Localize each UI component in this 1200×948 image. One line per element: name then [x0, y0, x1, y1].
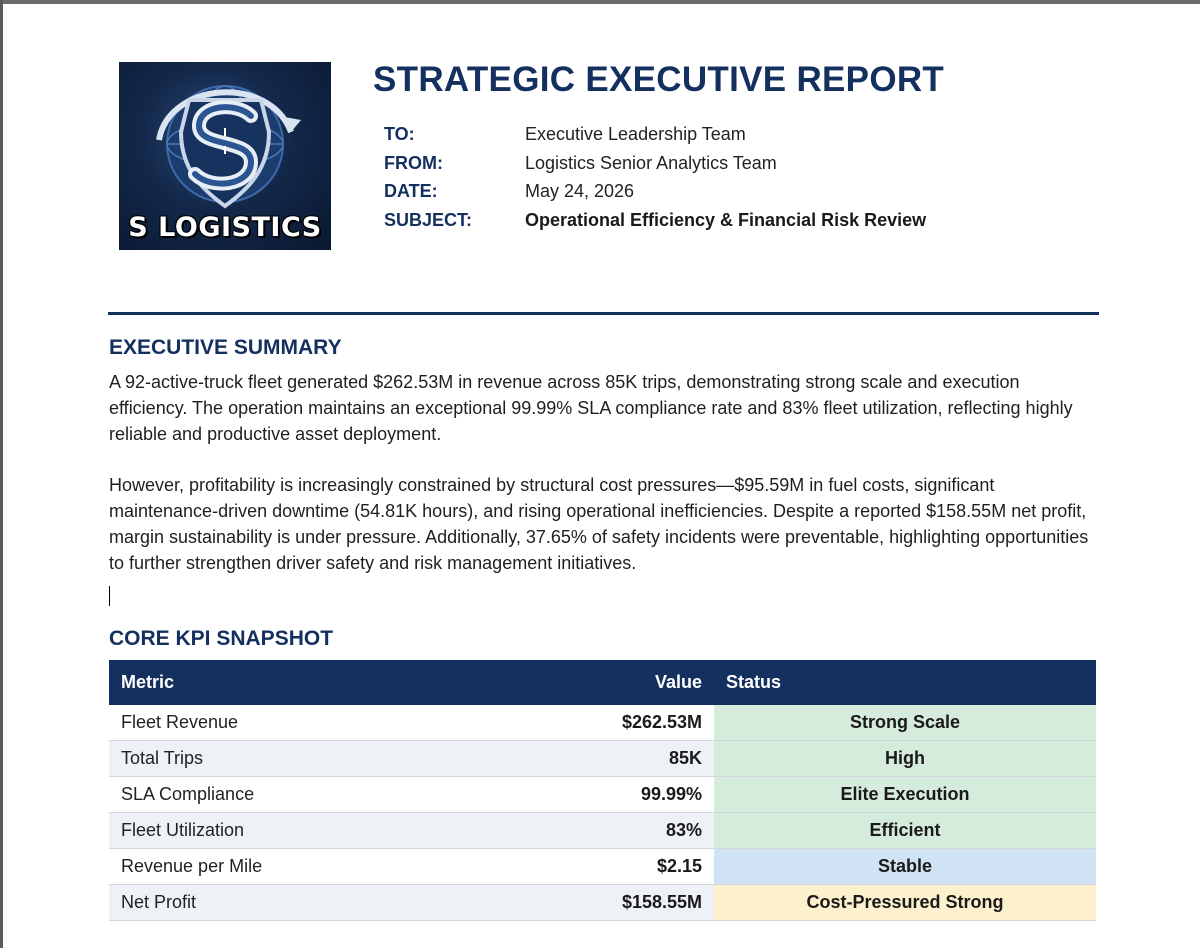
- value-cell: 99.99%: [574, 776, 714, 813]
- value-cell: $2.15: [574, 848, 714, 885]
- status-badge: Elite Execution: [714, 776, 1096, 813]
- table-row: Fleet Utilization 83% Efficient: [109, 812, 1096, 849]
- table-row: SLA Compliance 99.99% Elite Execution: [109, 776, 1096, 813]
- table-row: Fleet Revenue $262.53M Strong Scale: [109, 705, 1096, 741]
- summary-paragraph-1: A 92-active-truck fleet generated $262.5…: [109, 372, 1073, 444]
- summary-paragraph-2: However, profitability is increasingly c…: [109, 475, 1089, 573]
- kpi-table-body: Fleet Revenue $262.53M Strong Scale Total T…: [109, 705, 1096, 921]
- value-cell: $262.53M: [574, 705, 714, 741]
- status-badge: Strong Scale: [714, 705, 1096, 741]
- table-row: Total Trips 85K High: [109, 740, 1096, 777]
- memo-value: Operational Efficiency & Financial Risk …: [525, 210, 927, 230]
- column-header-metric: Metric: [109, 660, 574, 705]
- metric-cell: Net Profit: [109, 884, 574, 921]
- table-row: Revenue per Mile $2.15 Stable: [109, 848, 1096, 885]
- status-badge: High: [714, 740, 1096, 777]
- report-title: STRATEGIC EXECUTIVE REPORT: [373, 60, 945, 99]
- window-left-edge: [0, 0, 3, 948]
- status-badge: Stable: [714, 848, 1096, 885]
- s-logistics-shield-icon: [156, 85, 301, 209]
- table-row: Net Profit $158.55M Cost-Pressured Strong: [109, 884, 1096, 921]
- metric-cell: Total Trips: [109, 740, 574, 777]
- memo-label: DATE:: [384, 181, 438, 201]
- window-top-edge: [0, 0, 1200, 4]
- metric-cell: Revenue per Mile: [109, 848, 574, 885]
- text-cursor: [109, 586, 110, 606]
- value-cell: 85K: [574, 740, 714, 777]
- metric-cell: Fleet Utilization: [109, 812, 574, 849]
- memo-value: Logistics Senior Analytics Team: [525, 153, 777, 173]
- value-cell: $158.55M: [574, 884, 714, 921]
- header-divider: [108, 312, 1099, 315]
- kpi-table: Metric Value Status Fleet Revenue $262.53…: [109, 660, 1096, 921]
- value-cell: 83%: [574, 812, 714, 849]
- column-header-value: Value: [574, 660, 714, 705]
- logo-wordmark: S LOGISTICS: [128, 212, 322, 243]
- memo-label: FROM:: [384, 153, 443, 173]
- memo-value: Executive Leadership Team: [525, 124, 746, 144]
- kpi-table-header: Metric Value Status: [109, 660, 1096, 705]
- kpi-snapshot-heading: CORE KPI SNAPSHOT: [109, 627, 334, 650]
- status-badge: Efficient: [714, 812, 1096, 849]
- executive-summary-heading: EXECUTIVE SUMMARY: [109, 336, 342, 359]
- metric-cell: Fleet Revenue: [109, 705, 574, 741]
- company-logo: S LOGISTICS: [119, 62, 331, 250]
- memo-label: SUBJECT:: [384, 210, 473, 230]
- memo-label: TO:: [384, 124, 415, 144]
- column-header-status: Status: [714, 660, 1096, 705]
- metric-cell: SLA Compliance: [109, 776, 574, 813]
- memo-value: May 24, 2026: [525, 181, 635, 201]
- status-badge: Cost-Pressured Strong: [714, 884, 1096, 921]
